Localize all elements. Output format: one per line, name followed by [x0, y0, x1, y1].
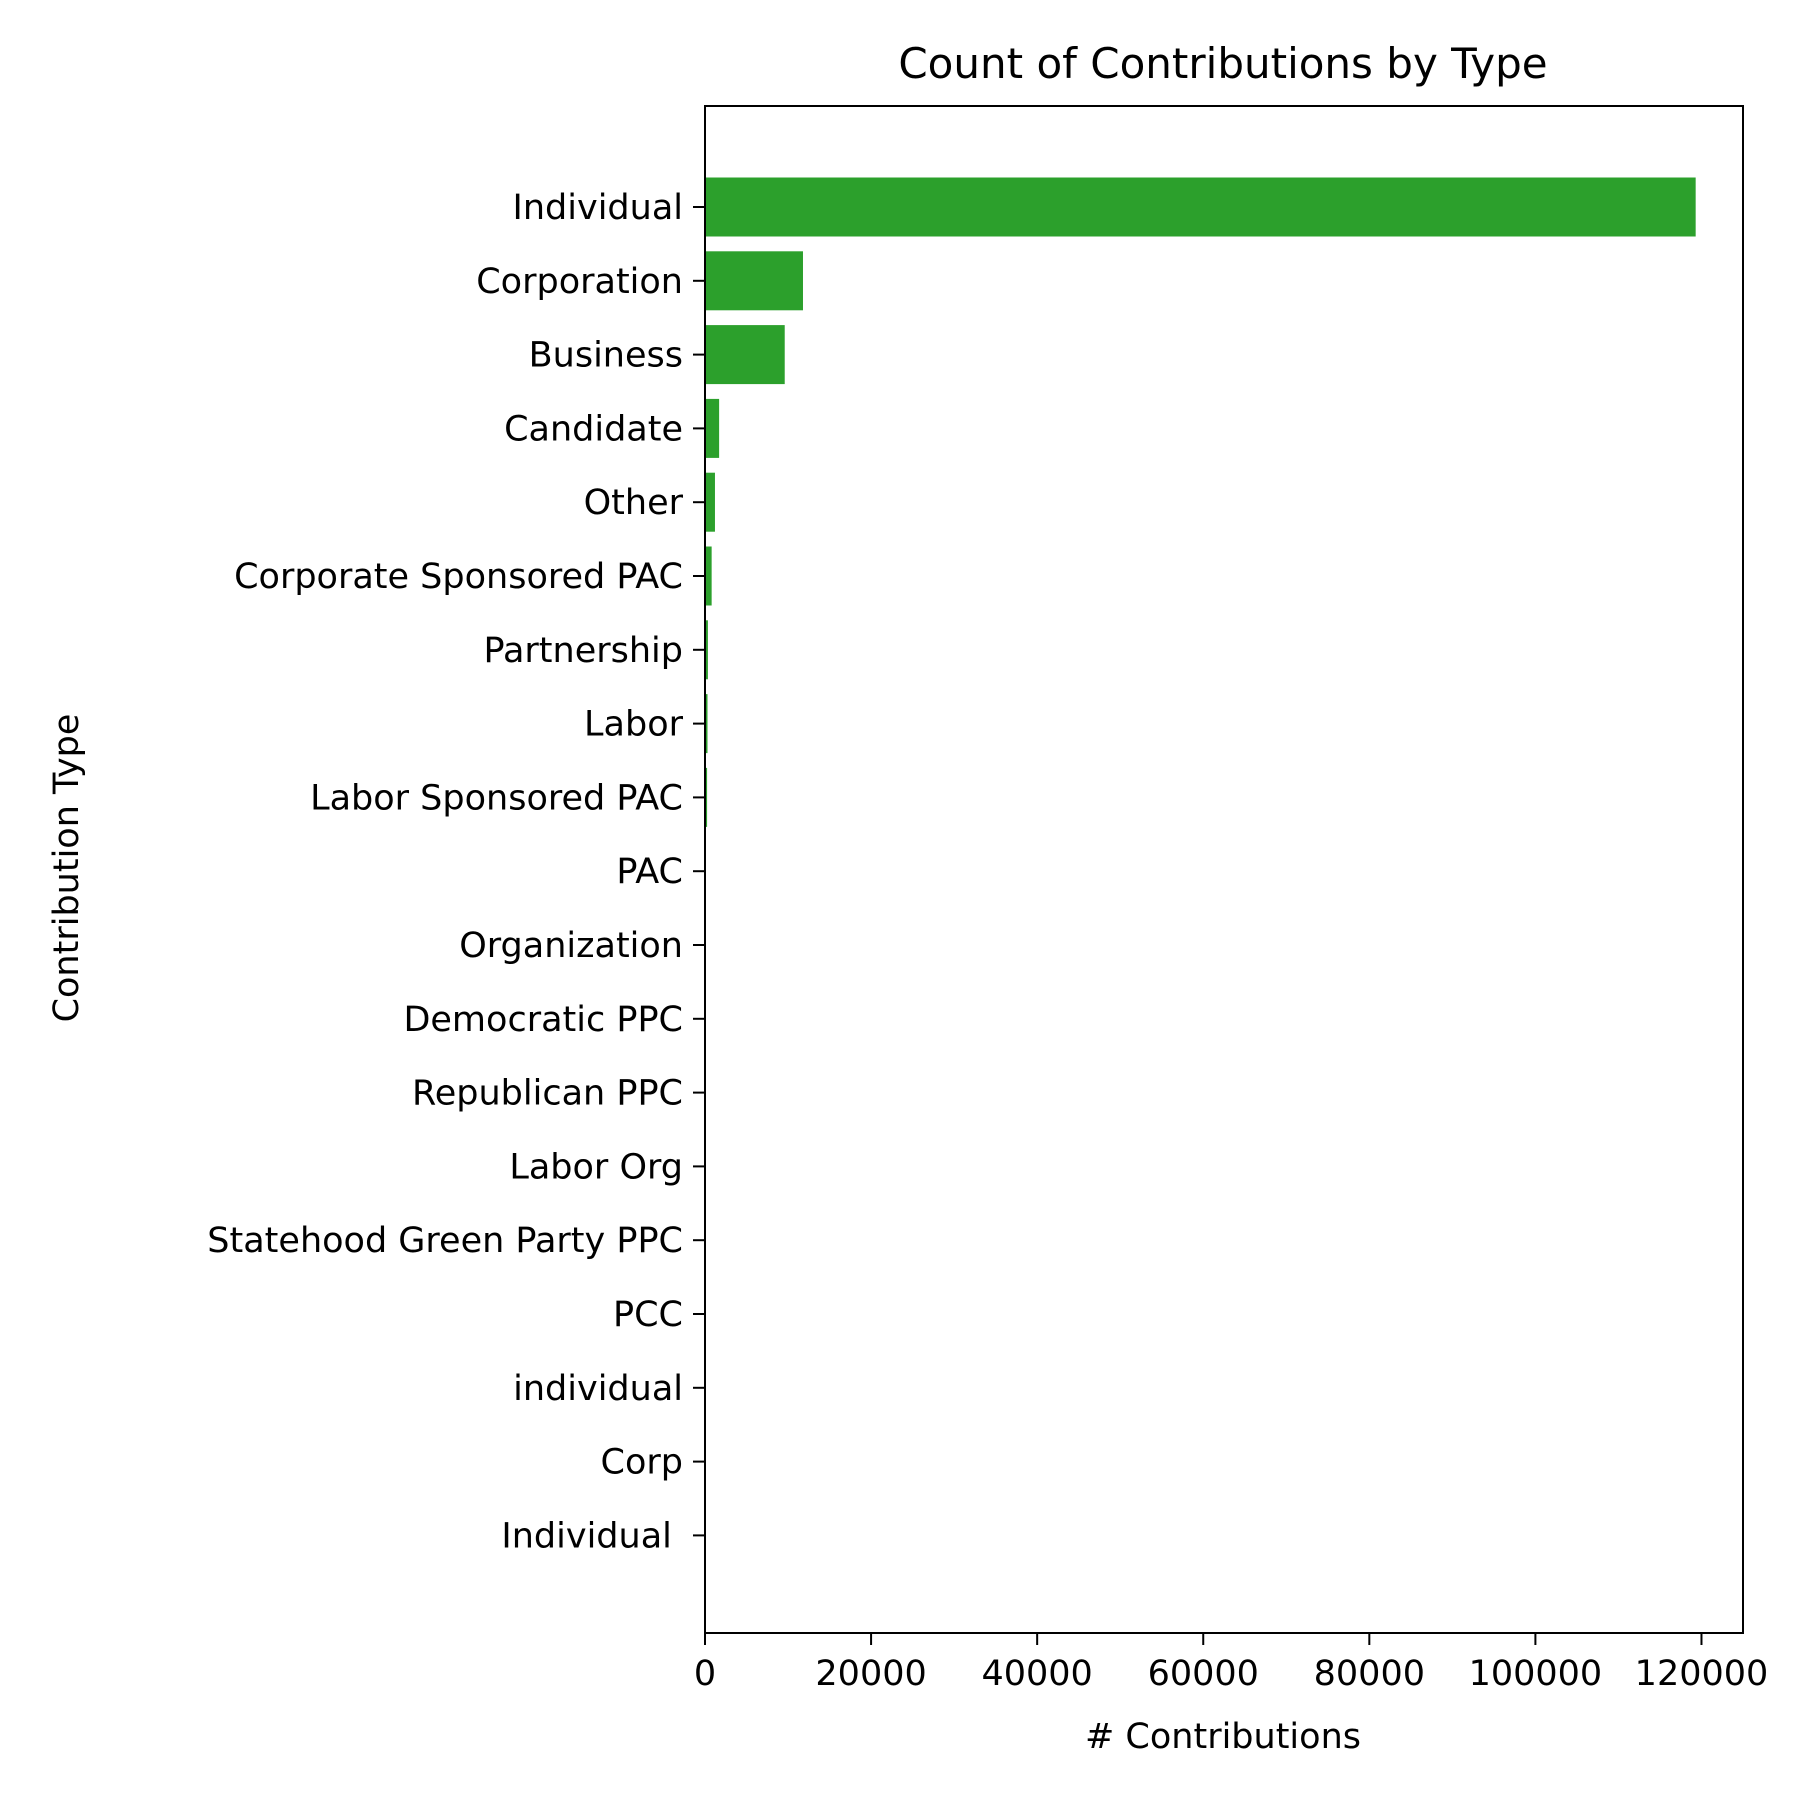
x-tick-label-4: 80000	[1314, 1654, 1425, 1694]
y-tick-label-14: Statehood Green Party PPC	[207, 1221, 683, 1261]
y-tick-label-9: PAC	[616, 852, 683, 892]
bar-5	[705, 546, 712, 606]
x-tick-label-3: 60000	[1148, 1654, 1259, 1694]
bar-6	[705, 620, 708, 680]
y-tick-label-0: Individual	[513, 188, 683, 228]
x-axis-label: # Contributions	[1085, 1717, 1361, 1757]
y-tick-label-2: Business	[529, 336, 683, 376]
x-ticks: 0 20000 40000 60000 80000 100000 120000	[694, 1633, 1768, 1694]
y-tick-label-4: Other	[584, 483, 684, 523]
bars-layer	[705, 177, 1696, 1565]
bar-7	[705, 694, 708, 754]
x-tick-label-5: 100000	[1469, 1654, 1603, 1694]
chart-title: Count of Contributions by Type	[898, 39, 1547, 88]
bar-2	[705, 325, 785, 385]
y-tick-label-15: PCC	[613, 1295, 683, 1335]
y-tick-label-5: Corporate Sponsored PAC	[234, 557, 683, 597]
y-tick-label-8: Labor Sponsored PAC	[310, 778, 683, 818]
x-tick-label-2: 40000	[981, 1654, 1092, 1694]
bar-8	[705, 767, 708, 827]
y-tick-label-11: Democratic PPC	[403, 1000, 683, 1040]
y-tick-label-12: Republican PPC	[412, 1074, 683, 1114]
y-ticks: Individual Corporation Business Candidate Ot…	[207, 188, 705, 1556]
x-tick-label-1: 20000	[815, 1654, 926, 1694]
y-tick-label-10: Organization	[459, 926, 683, 966]
x-tick-label-6: 120000	[1635, 1654, 1769, 1694]
bar-3	[705, 398, 720, 458]
bar-1	[705, 251, 803, 311]
y-tick-label-1: Corporation	[476, 262, 683, 302]
plot-frame	[704, 105, 1744, 1634]
y-tick-label-6: Partnership	[483, 631, 683, 671]
y-tick-label-7: Labor	[584, 705, 684, 745]
y-axis-label: Contribution Type	[47, 714, 87, 1023]
y-tick-label-3: Candidate	[504, 409, 683, 449]
x-tick-label-0: 0	[694, 1654, 716, 1694]
y-tick-label-17: Corp	[601, 1443, 683, 1483]
bar-0	[705, 177, 1696, 237]
bar-4	[705, 472, 715, 532]
y-tick-label-18: Individual	[501, 1516, 683, 1556]
y-tick-label-13: Labor Org	[509, 1147, 683, 1187]
y-tick-label-16: individual	[513, 1369, 683, 1409]
